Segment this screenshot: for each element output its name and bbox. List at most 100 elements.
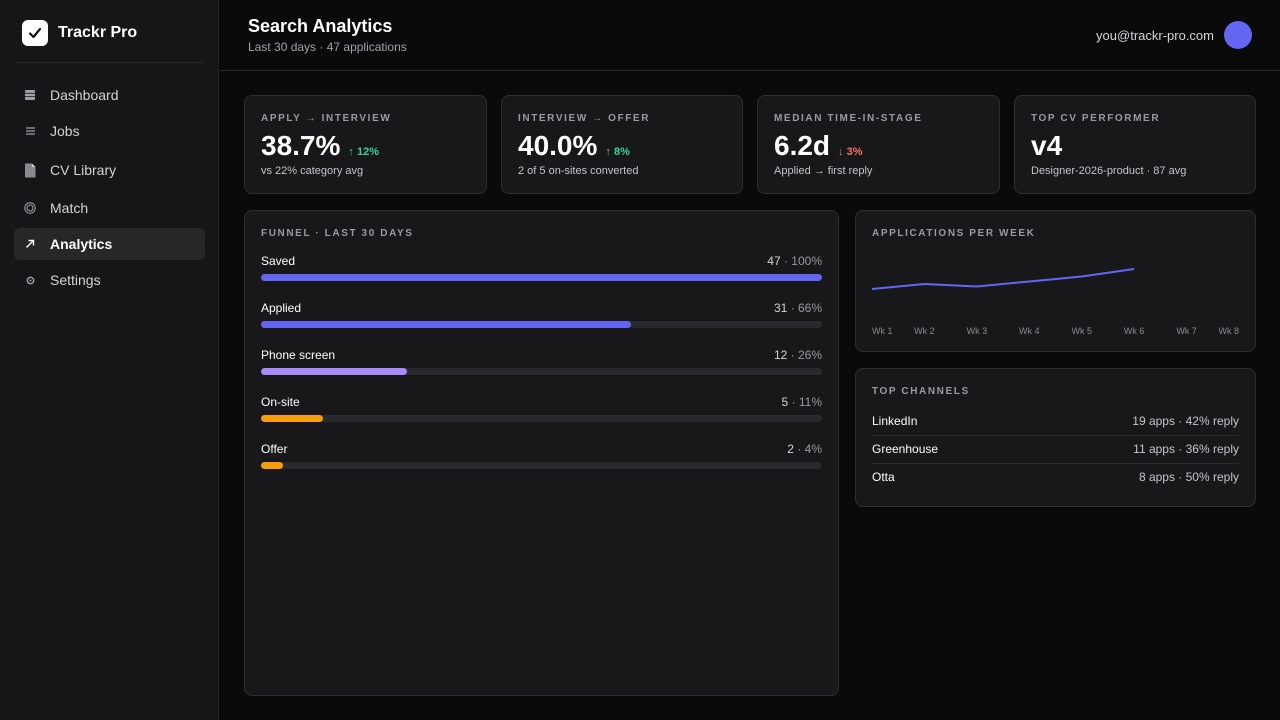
kpi-delta: ↑ 8% — [605, 146, 630, 158]
kpi-value: 6.2d — [774, 130, 831, 161]
stage-count: 47 — [767, 254, 781, 268]
funnel-stage-saved: Saved 47 · 100% — [261, 254, 822, 294]
x-tick-label: Wk 6 — [1124, 326, 1145, 336]
channel-row-otta[interactable]: Otta 8 apps · 50% reply — [872, 463, 1239, 491]
sidebar-item-label: Settings — [50, 272, 101, 288]
kpi-card-top-cv: Top CV Performer v4 Designer-2026-produc… — [1014, 95, 1256, 194]
sidebar-item-label: Dashboard — [50, 87, 119, 103]
arrow-up-right-icon — [24, 239, 36, 249]
kpi-note: vs 22% category avg — [261, 165, 364, 177]
stage-label: Saved — [261, 254, 296, 268]
stage-stats: 47 · 100% — [767, 254, 822, 268]
sidebar: Trackr Pro Dashboard Jobs CV Library Mat — [0, 0, 219, 720]
series-line — [871, 268, 1135, 290]
stage-percent: 66% — [797, 301, 822, 315]
sidebar-item-label: Analytics — [50, 236, 113, 252]
kpi-label: Interview → Offer — [518, 113, 651, 124]
funnel-stage-on-site: On-site 5 · 11% — [261, 395, 822, 435]
kpi-card-median-time: Median Time-in-Stage 6.2d ↓ 3% Applied →… — [757, 95, 1000, 194]
stage-track — [261, 368, 822, 375]
sidebar-item-label: Jobs — [50, 123, 80, 139]
stage-count: 31 — [773, 301, 788, 315]
channels-card: Top channels LinkedIn 19 apps · 42% repl… — [855, 368, 1256, 507]
channel-stats: 19 apps · 42% reply — [1132, 414, 1239, 428]
kpi-label: Apply → Interview — [261, 113, 392, 124]
document-icon — [24, 163, 36, 178]
stage-label: Offer — [261, 442, 288, 456]
weekly-line-chart: Wk 1 Wk 2 Wk 3 Wk 4 Wk 5 Wk 6 Wk 7 Wk 8 — [871, 268, 1239, 336]
channel-divider — [872, 435, 1239, 436]
kpi-value: 38.7% — [261, 130, 341, 161]
target-icon — [24, 202, 36, 214]
stage-count: 2 — [787, 442, 794, 456]
kpi-delta: ↓ 3% — [838, 146, 863, 158]
kpi-note: 2 of 5 on-sites converted — [518, 165, 639, 177]
channel-divider — [872, 463, 1239, 464]
stage-fill — [261, 321, 632, 328]
funnel-stage-offer: Offer 2 · 4% — [261, 442, 822, 482]
x-tick-label: Wk 4 — [1019, 326, 1040, 336]
weekly-chart-title: Applications per week — [872, 228, 1036, 239]
channel-stats: 11 apps · 36% reply — [1133, 442, 1239, 456]
sidebar-nav: Dashboard Jobs CV Library Match Analytic… — [14, 77, 205, 296]
kpi-label: Top CV Performer — [1031, 113, 1161, 124]
sidebar-item-label: CV Library — [50, 162, 117, 178]
gear-icon — [24, 276, 36, 285]
stage-label: Phone screen — [261, 348, 336, 362]
stage-track — [261, 415, 822, 422]
stage-stats: 12 · 26% — [773, 348, 822, 362]
channel-name: LinkedIn — [872, 414, 918, 428]
funnel-card: Funnel · Last 30 days Saved 47 · 100% Ap… — [244, 210, 839, 696]
x-tick-label: Wk 2 — [914, 326, 935, 336]
x-tick-label: Wk 8 — [1218, 326, 1239, 336]
stage-label: Applied — [261, 301, 302, 315]
kpi-value: 40.0% — [518, 130, 598, 161]
page-subtitle: Last 30 days · 47 applications — [248, 40, 407, 54]
kpi-label: Median Time-in-Stage — [774, 113, 923, 124]
checkmark-logo-icon — [22, 20, 48, 46]
stage-fill — [261, 462, 284, 469]
kpi-card-interview-offer: Interview → Offer 40.0% ↑ 8% 2 of 5 on-s… — [501, 95, 743, 194]
kpi-card-apply-interview: Apply → Interview 38.7% ↑ 12% vs 22% cat… — [244, 95, 487, 194]
page-header: Search Analytics Last 30 days · 47 appli… — [220, 0, 1280, 71]
stage-percent: 11% — [798, 395, 822, 409]
stage-track — [261, 321, 822, 328]
channels-title: Top channels — [872, 386, 970, 397]
sidebar-item-analytics[interactable]: Analytics — [14, 228, 205, 260]
funnel-stage-applied: Applied 31 · 66% — [261, 301, 822, 341]
sidebar-item-dashboard[interactable]: Dashboard — [14, 79, 205, 111]
grid-icon — [24, 90, 36, 100]
funnel-stage-phone-screen: Phone screen 12 · 26% — [261, 348, 822, 388]
stage-percent: 100% — [791, 254, 822, 268]
kpi-delta: ↑ 12% — [348, 146, 379, 158]
channel-row-linkedin[interactable]: LinkedIn 19 apps · 42% reply — [872, 407, 1239, 435]
kpi-note: Designer-2026-product · 87 avg — [1031, 165, 1187, 177]
x-tick-label: Wk 5 — [1071, 326, 1092, 336]
brand-name: Trackr Pro — [58, 24, 138, 41]
stage-stats: 31 · 66% — [773, 301, 822, 315]
stage-label: On-site — [261, 395, 300, 409]
sidebar-item-match[interactable]: Match — [14, 192, 205, 224]
sidebar-item-settings[interactable]: Settings — [14, 264, 205, 296]
sidebar-item-jobs[interactable]: Jobs — [14, 115, 205, 147]
user-email[interactable]: you@trackr-pro.com — [1096, 28, 1214, 43]
x-tick-label: Wk 3 — [967, 326, 988, 336]
stage-count: 12 — [773, 348, 788, 362]
funnel-title: Funnel · Last 30 days — [261, 228, 414, 239]
sidebar-divider — [14, 62, 204, 63]
stage-track — [261, 462, 822, 469]
list-icon — [24, 127, 36, 135]
channel-stats: 8 apps · 50% reply — [1138, 470, 1239, 484]
x-tick-label: Wk 7 — [1176, 326, 1197, 336]
avatar[interactable] — [1224, 21, 1252, 49]
kpi-value: v4 — [1031, 130, 1063, 161]
sidebar-item-label: Match — [50, 200, 89, 216]
stage-track — [261, 274, 822, 281]
stage-percent: 26% — [797, 348, 822, 362]
stage-count: 5 — [781, 395, 789, 409]
stage-fill — [261, 274, 822, 281]
brand[interactable]: Trackr Pro — [22, 20, 137, 46]
channel-row-greenhouse[interactable]: Greenhouse 11 apps · 36% reply — [872, 435, 1239, 463]
sidebar-item-cv-library[interactable]: CV Library — [14, 154, 205, 186]
page-title: Search Analytics — [248, 16, 393, 36]
